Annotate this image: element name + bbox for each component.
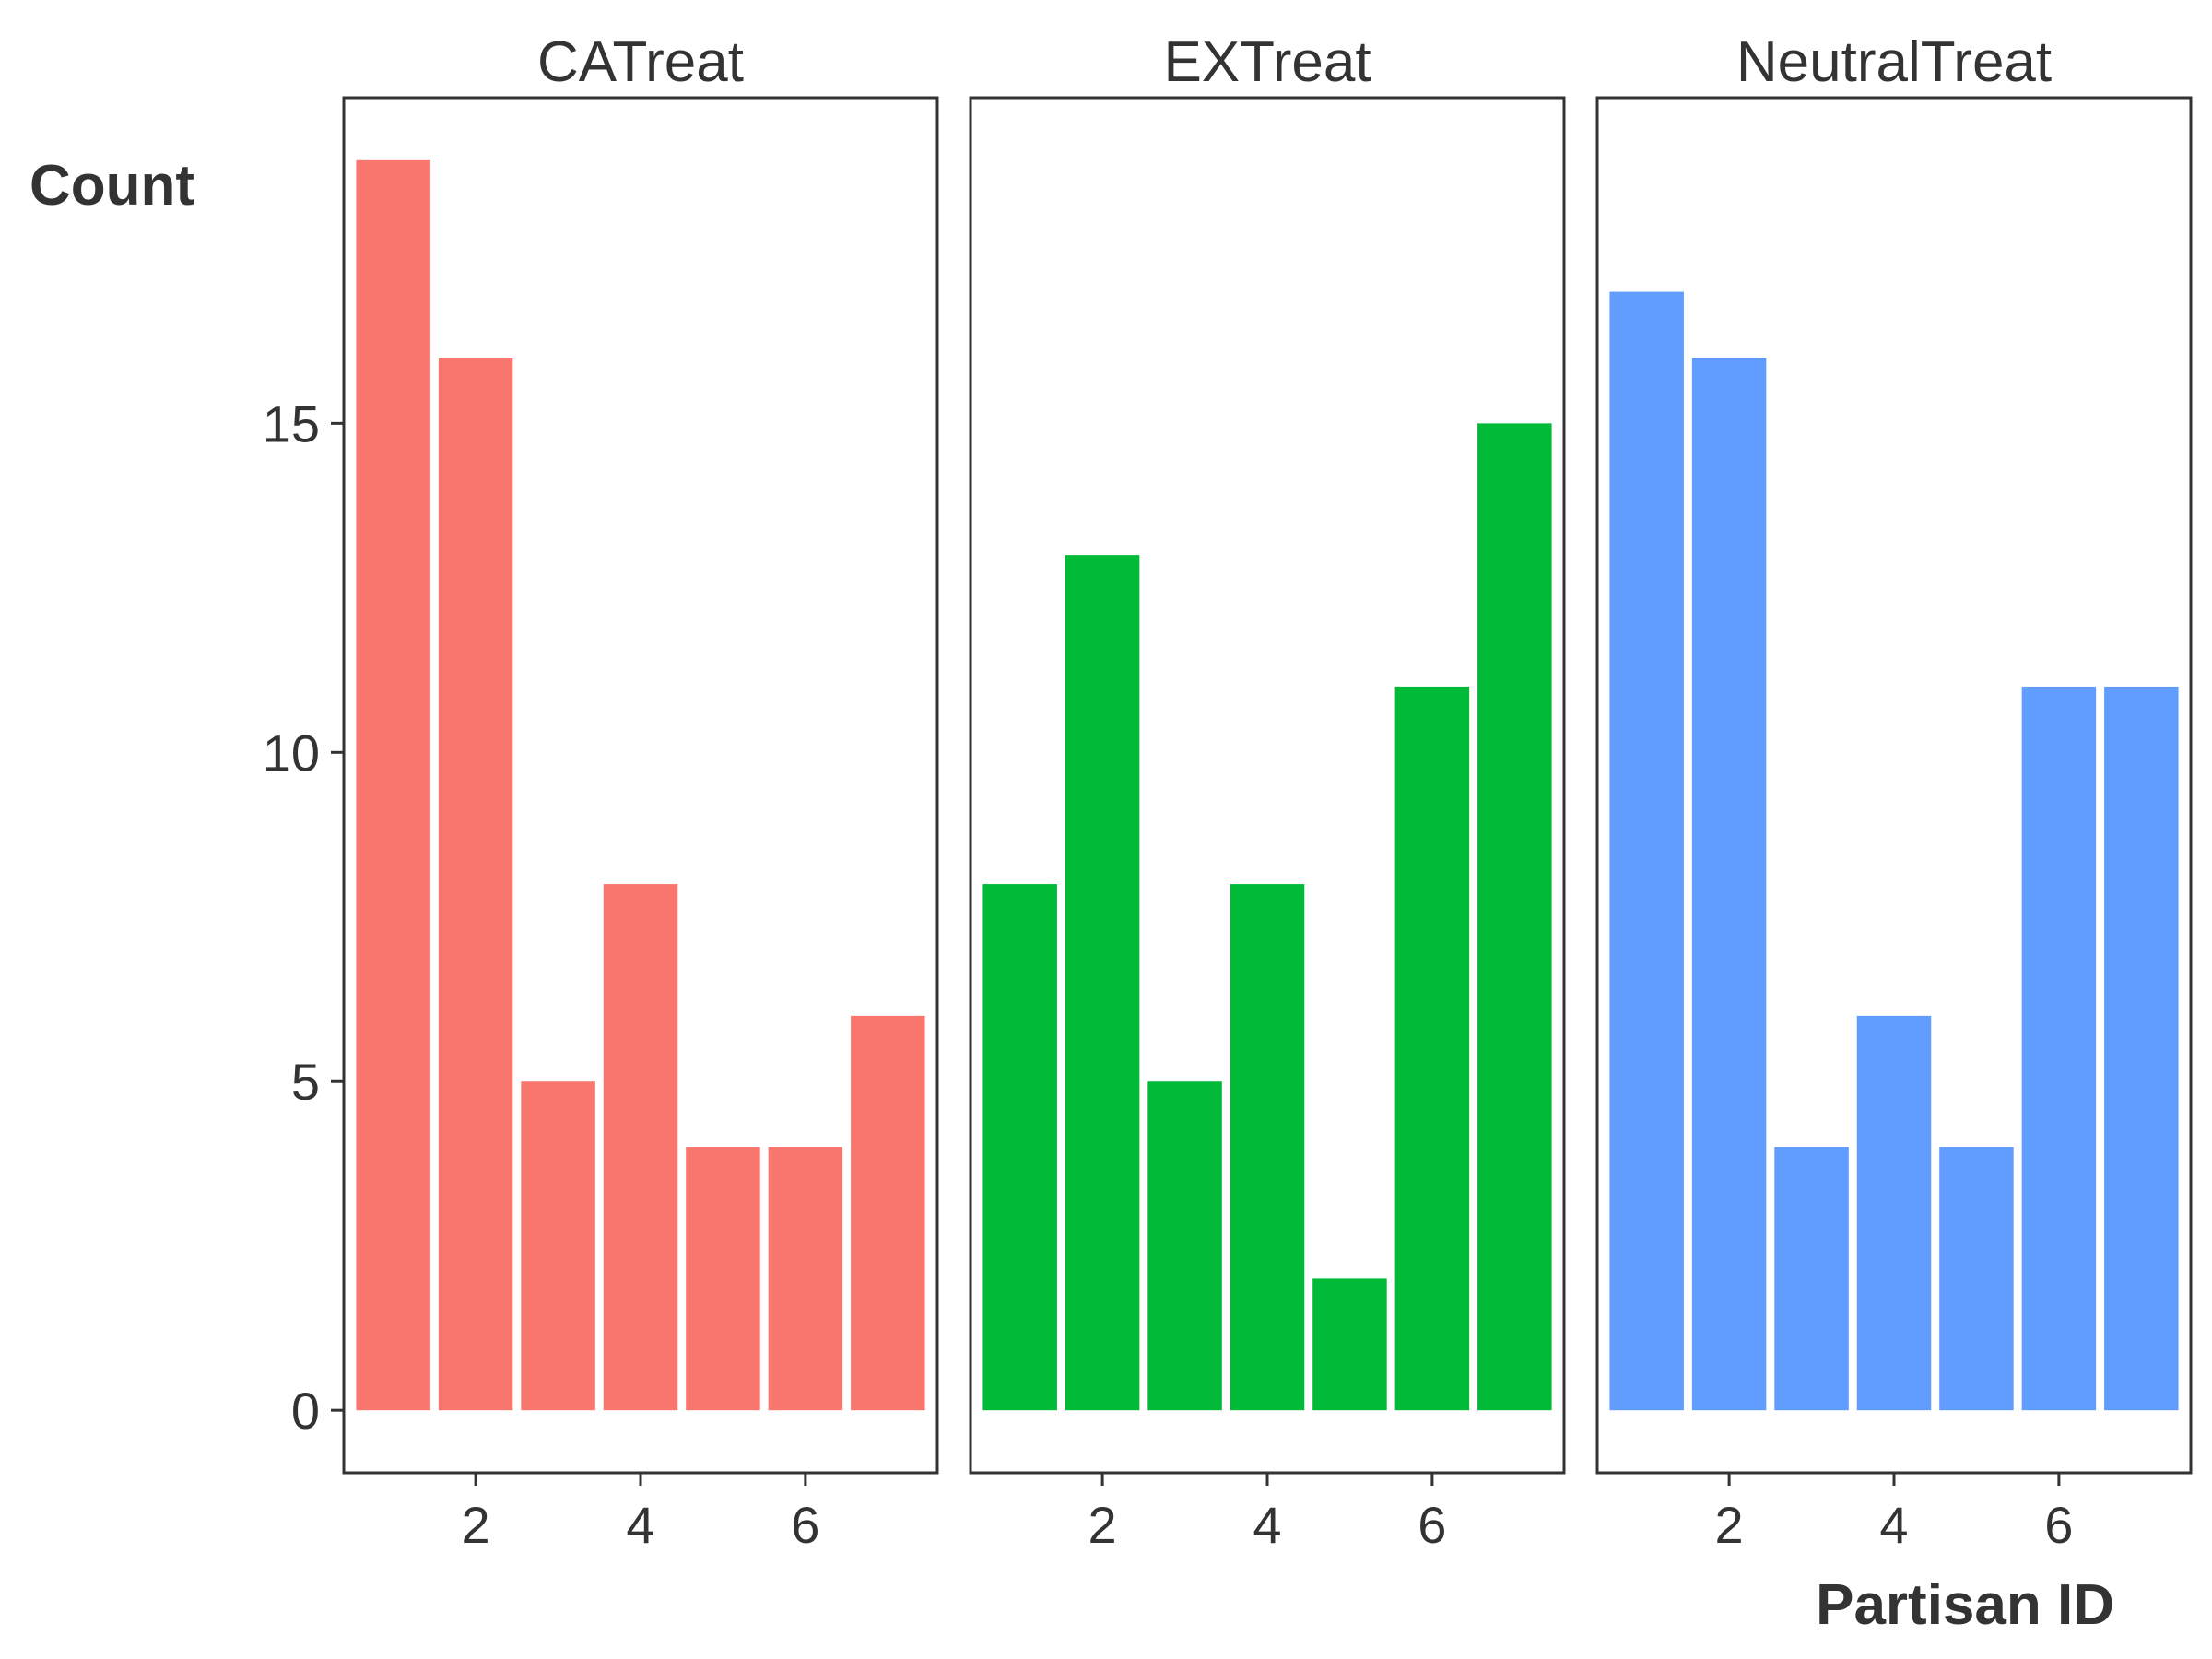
y-tick-label: 10 — [263, 724, 320, 782]
y-tick-label: 5 — [291, 1053, 320, 1111]
bar-neutraltreat-4 — [1856, 1015, 1932, 1411]
x-tick-label: 2 — [462, 1496, 490, 1554]
bar-catreat-1 — [356, 159, 430, 1411]
x-tick-label: 2 — [1715, 1496, 1744, 1554]
bar-extreat-2 — [1065, 555, 1140, 1411]
y-tick-label: 15 — [263, 394, 320, 453]
bar-catreat-3 — [521, 1081, 595, 1411]
bar-extreat-3 — [1147, 1081, 1222, 1411]
x-tick-label: 6 — [2044, 1496, 2073, 1554]
x-tick-label: 4 — [1253, 1496, 1281, 1554]
bar-catreat-6 — [768, 1147, 843, 1411]
y-axis-title: Count — [29, 154, 194, 218]
bar-extreat-7 — [1477, 423, 1552, 1411]
bar-extreat-4 — [1230, 884, 1305, 1411]
bar-neutraltreat-5 — [1939, 1147, 2014, 1411]
facet-strip-label: CATreat — [537, 30, 744, 94]
x-tick-label: 6 — [791, 1496, 819, 1554]
bar-extreat-1 — [982, 884, 1057, 1411]
x-tick-label: 4 — [626, 1496, 654, 1554]
y-tick-label: 0 — [291, 1382, 320, 1440]
chart-panels: CATreat 2 4 6 EXTreat 2 4 6 NeutralTreat 2 4 6 — [342, 30, 2193, 1554]
x-axis-title: Partisan ID — [1816, 1573, 2114, 1637]
bar-neutraltreat-7 — [2104, 686, 2179, 1411]
bar-catreat-5 — [686, 1147, 760, 1411]
bar-catreat-7 — [851, 1015, 925, 1411]
bar-neutraltreat-2 — [1691, 357, 1767, 1411]
bar-extreat-6 — [1394, 686, 1470, 1411]
facet-strip-label: NeutralTreat — [1736, 30, 2052, 94]
y-axis: 0 5 10 15 — [263, 394, 344, 1440]
facet-panel-neutraltreat: NeutralTreat 2 4 6 — [1595, 30, 2193, 1554]
bar-extreat-5 — [1312, 1278, 1387, 1411]
x-tick-label: 6 — [1418, 1496, 1446, 1554]
x-tick-label: 2 — [1088, 1496, 1117, 1554]
facet-strip-label: EXTreat — [1163, 30, 1371, 94]
bar-neutraltreat-3 — [1774, 1147, 1849, 1411]
facet-panel-catreat: CATreat 2 4 6 — [342, 30, 939, 1554]
facet-panel-extreat: EXTreat 2 4 6 — [969, 30, 1566, 1554]
bar-catreat-2 — [438, 357, 513, 1411]
bar-neutraltreat-6 — [2021, 686, 2097, 1411]
bar-catreat-4 — [603, 884, 678, 1411]
bar-neutraltreat-1 — [1609, 291, 1684, 1411]
x-tick-label: 4 — [1879, 1496, 1908, 1554]
